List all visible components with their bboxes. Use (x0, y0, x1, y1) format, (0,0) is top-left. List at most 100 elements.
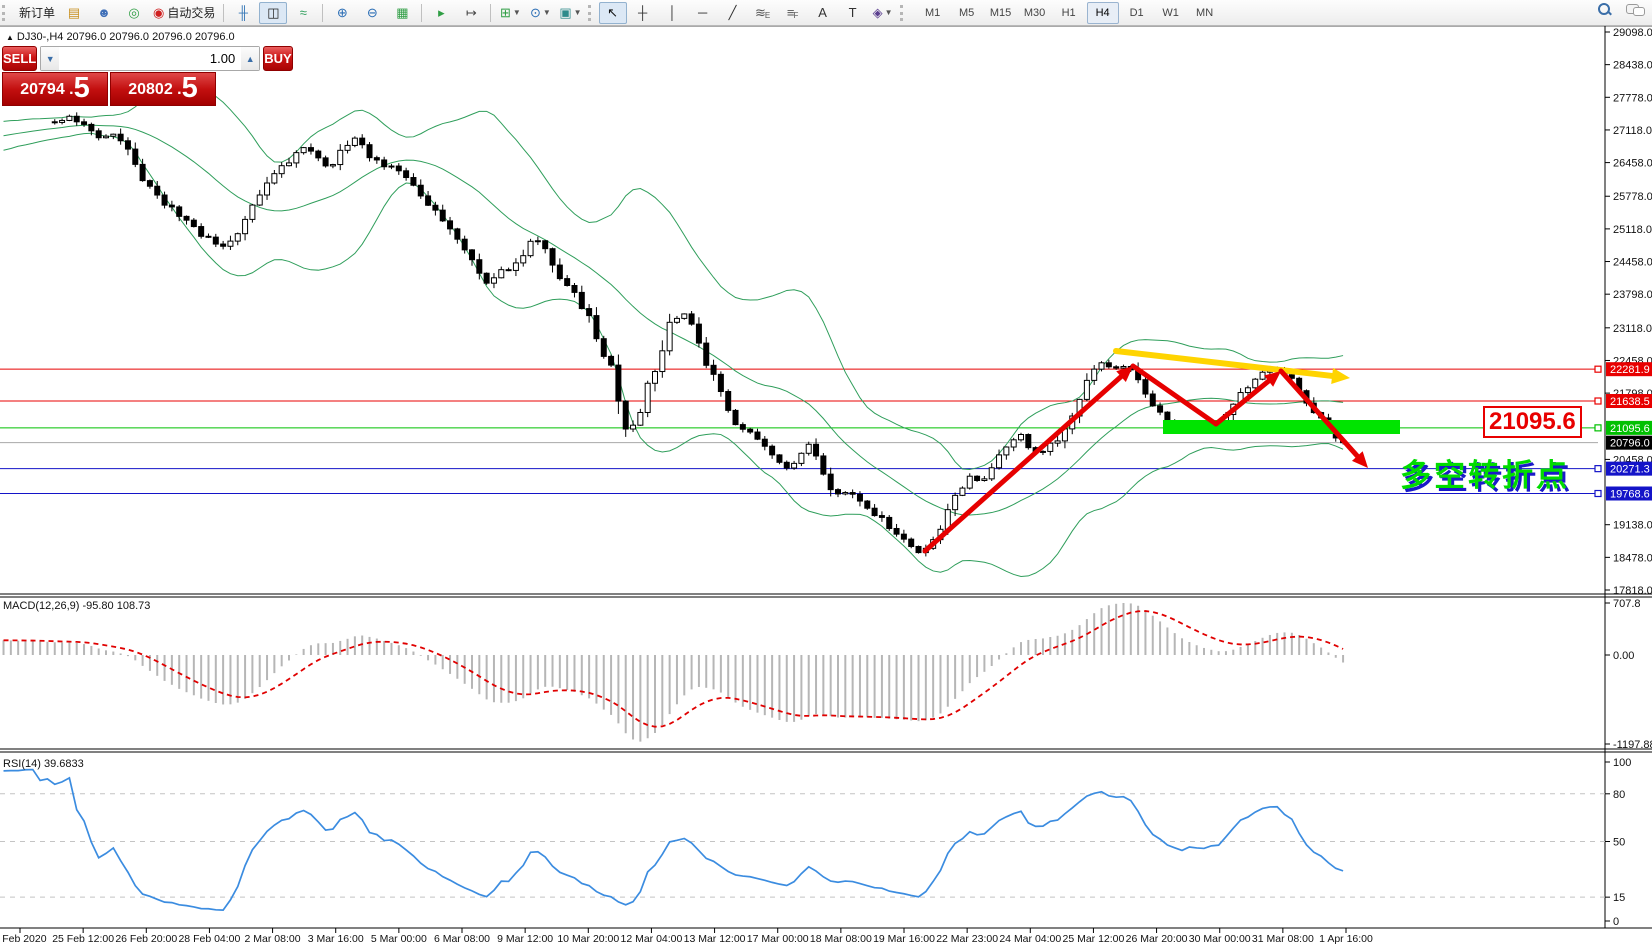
zoom-out-icon[interactable]: ⊖ (366, 5, 378, 20)
volume-input[interactable] (59, 47, 242, 70)
toolbar-grip (2, 4, 8, 21)
svg-text:25 Mar 12:00: 25 Mar 12:00 (1062, 933, 1124, 945)
svg-text:6 Mar 08:00: 6 Mar 08:00 (434, 933, 490, 945)
svg-text:17 Mar 00:00: 17 Mar 00:00 (747, 933, 809, 945)
svg-text:1 Apr 16:00: 1 Apr 16:00 (1319, 933, 1373, 945)
chart-shift-icon[interactable]: ↦ (465, 5, 477, 20)
timeframe-w1[interactable]: W1 (1162, 6, 1179, 19)
main-toolbar: 新订单 ▤ ☻ ◎ ◉ 自动交易 ╫ ◫ ≈ ⊕ ⊖ ▦ ▸ ↦ ⊞ ▼ ⊙ ▼ ▣ ▼ ↖ ┼ │ ─ ╱ ≋ E ≡ F A T ◈ ▼ M… (0, 0, 1652, 26)
svg-text:18 Mar 08:00: 18 Mar 08:00 (810, 933, 872, 945)
buy-price[interactable]: 20802 .5 (110, 72, 216, 106)
toolbar-separator (223, 3, 225, 22)
volume-stepper: ▼ ▲ (40, 46, 261, 71)
buy-button[interactable]: BUY (263, 46, 293, 71)
symbol-title-text: DJ30-,H4 20796.0 20796.0 20796.0 20796.0 (16, 31, 235, 43)
template-icon[interactable]: ▣ ▼ (559, 5, 582, 20)
equidistant-channel-icon[interactable]: ≋ E (754, 5, 771, 20)
volume-decrease-button[interactable]: ▼ (41, 47, 60, 70)
svg-text:80: 80 (1613, 789, 1625, 801)
svg-text:22 Mar 23:00: 22 Mar 23:00 (936, 933, 998, 945)
svg-text:25118.0: 25118.0 (1613, 224, 1652, 236)
trendline-icon[interactable]: ╱ (728, 5, 737, 20)
toolbar-items: 新订单 ▤ ☻ ◎ ◉ 自动交易 ╫ ◫ ≈ ⊕ ⊖ ▦ ▸ ↦ ⊞ ▼ ⊙ ▼ ▣ ▼ ↖ ┼ │ ─ ╱ ≋ E ≡ F A T ◈ ▼ (12, 1, 910, 24)
sell-price[interactable]: 20794 .5 (2, 72, 108, 106)
svg-text:15: 15 (1613, 892, 1625, 904)
timeframe-m5[interactable]: M5 (958, 6, 975, 19)
add-indicator-icon[interactable]: ⊞ ▼ (499, 5, 521, 20)
timeframe-d1[interactable]: D1 (1129, 6, 1144, 19)
svg-text:26 Mar 20:00: 26 Mar 20:00 (1126, 933, 1188, 945)
auto-trading-button[interactable]: ◉ 自动交易 (153, 5, 216, 20)
sell-button[interactable]: SELL (2, 46, 38, 71)
profiles-icon[interactable]: ☻ (97, 5, 111, 20)
horizontal-line-icon[interactable]: ─ (697, 5, 708, 20)
svg-text:0.00: 0.00 (1613, 650, 1634, 662)
new-chart-icon[interactable]: ▤ (67, 5, 81, 20)
signals-icon[interactable]: ◎ (128, 5, 140, 20)
rsi-indicator-label: RSI(14) 39.6833 (3, 758, 84, 770)
text-label-icon[interactable]: T (848, 5, 857, 20)
toolbar-grip (587, 4, 594, 21)
svg-text:2 Mar 08:00: 2 Mar 08:00 (245, 933, 301, 945)
sell-price-main: 20794 . (20, 81, 74, 98)
svg-text:28 Feb 04:00: 28 Feb 04:00 (178, 933, 240, 945)
svg-text:3 Mar 16:00: 3 Mar 16:00 (308, 933, 364, 945)
turning-point-annotation[interactable]: 多空转折点 (1400, 458, 1570, 493)
arrows-icon[interactable]: ◈ ▼ (872, 5, 893, 20)
svg-text:100: 100 (1613, 757, 1631, 769)
arrows-icon-dropdown: ▼ (884, 8, 893, 17)
support-price-callout[interactable]: 21095.6 (1483, 406, 1582, 438)
macd-indicator-label: MACD(12,26,9) -95.80 108.73 (3, 600, 151, 612)
toolbar-separator (421, 3, 423, 22)
timeframe-m15[interactable]: M15 (989, 6, 1012, 19)
svg-text:27778.0: 27778.0 (1613, 92, 1652, 104)
crosshair-icon[interactable]: ┼ (637, 5, 648, 20)
svg-text:19768.6: 19768.6 (1610, 489, 1650, 501)
svg-text:10 Mar 20:00: 10 Mar 20:00 (557, 933, 619, 945)
svg-text:28438.0: 28438.0 (1613, 60, 1652, 72)
vertical-line-icon[interactable]: │ (668, 5, 677, 20)
svg-text:18478.0: 18478.0 (1613, 552, 1652, 564)
search-icon[interactable] (1597, 2, 1612, 17)
chat-icon[interactable] (1626, 3, 1645, 17)
bar-chart-icon[interactable]: ╫ (238, 5, 248, 20)
svg-text:26458.0: 26458.0 (1613, 158, 1652, 170)
svg-text:27118.0: 27118.0 (1613, 125, 1652, 137)
svg-text:20271.3: 20271.3 (1610, 464, 1650, 476)
zoom-in-icon[interactable]: ⊕ (336, 5, 348, 20)
timeframe-mn[interactable]: MN (1196, 6, 1214, 19)
period-icon[interactable]: ⊙ ▼ (529, 5, 551, 20)
cursor-icon[interactable]: ↖ (598, 1, 627, 24)
auto-scroll-icon[interactable]: ▸ (438, 5, 445, 20)
svg-text:25778.0: 25778.0 (1613, 191, 1652, 203)
volume-increase-button[interactable]: ▲ (241, 47, 260, 70)
svg-text:9 Mar 12:00: 9 Mar 12:00 (497, 933, 553, 945)
timeframe-h4[interactable]: H4 (1086, 1, 1119, 24)
text-icon[interactable]: A (818, 5, 827, 20)
timeframe-m30[interactable]: M30 (1023, 6, 1046, 19)
fibonacci-icon[interactable]: ≡ F (786, 5, 799, 20)
svg-text:22281.9: 22281.9 (1610, 364, 1650, 376)
svg-text:4 Feb 2020: 4 Feb 2020 (0, 933, 47, 945)
svg-text:21638.5: 21638.5 (1610, 396, 1650, 408)
svg-text:5 Mar 00:00: 5 Mar 00:00 (371, 933, 427, 945)
new-order-button[interactable]: 新订单 (19, 6, 56, 20)
svg-text:19 Mar 16:00: 19 Mar 16:00 (873, 933, 935, 945)
timeframe-h1[interactable]: H1 (1061, 6, 1076, 19)
collapse-triangle-icon[interactable]: ▲ (6, 33, 14, 42)
svg-text:12 Mar 04:00: 12 Mar 04:00 (620, 933, 682, 945)
one-click-trading-panel: SELL ▼ ▲ BUY 20794 .5 20802 .5 (2, 46, 293, 106)
buy-price-big-digit: 5 (181, 72, 198, 104)
tile-windows-icon[interactable]: ▦ (396, 5, 409, 20)
svg-text:21095.6: 21095.6 (1610, 423, 1650, 435)
line-chart-icon[interactable]: ≈ (299, 5, 307, 20)
svg-text:23118.0: 23118.0 (1613, 323, 1652, 335)
svg-text:30 Mar 00:00: 30 Mar 00:00 (1189, 933, 1251, 945)
candlestick-chart-icon[interactable]: ◫ (259, 1, 288, 24)
svg-text:13 Mar 12:00: 13 Mar 12:00 (684, 933, 746, 945)
svg-text:26 Feb 20:00: 26 Feb 20:00 (115, 933, 177, 945)
timeframe-m1[interactable]: M1 (924, 6, 941, 19)
sell-price-big-digit: 5 (73, 72, 90, 104)
